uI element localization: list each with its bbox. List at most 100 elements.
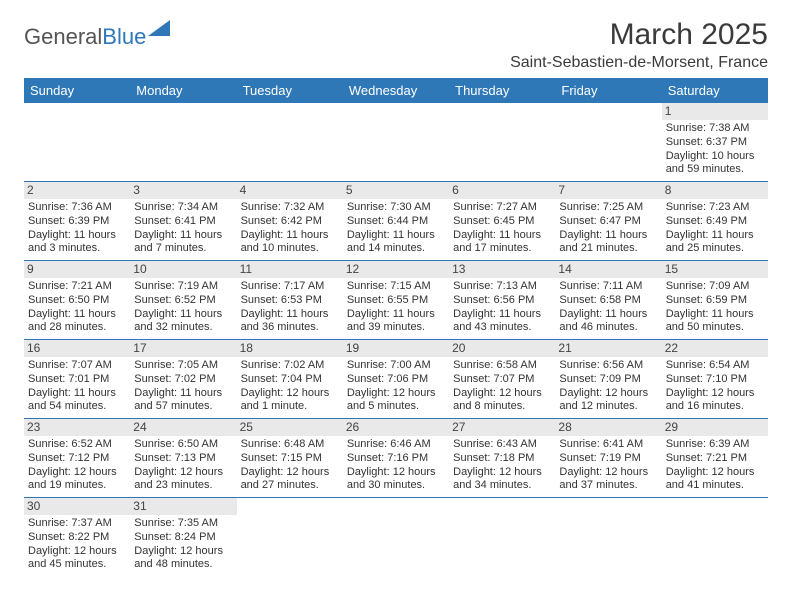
sunset-text: Sunset: 7:21 PM — [666, 452, 764, 466]
sunrise-text: Sunrise: 6:52 AM — [28, 438, 126, 452]
sunset-text: Sunset: 7:01 PM — [28, 373, 126, 387]
calendar-cell — [24, 103, 130, 182]
day-number: 10 — [130, 261, 236, 278]
sunrise-text: Sunrise: 7:15 AM — [347, 280, 445, 294]
calendar-cell: 12Sunrise: 7:15 AMSunset: 6:55 PMDayligh… — [343, 261, 449, 340]
day-number: 23 — [24, 419, 130, 436]
calendar-cell: 20Sunrise: 6:58 AMSunset: 7:07 PMDayligh… — [449, 340, 555, 419]
sunrise-text: Sunrise: 7:34 AM — [134, 201, 232, 215]
sunrise-text: Sunrise: 7:11 AM — [559, 280, 657, 294]
col-sunday: Sunday — [24, 78, 130, 103]
sunset-text: Sunset: 7:06 PM — [347, 373, 445, 387]
calendar-cell — [343, 498, 449, 577]
daylight-text: Daylight: 12 hours and 30 minutes. — [347, 466, 445, 494]
sunset-text: Sunset: 7:12 PM — [28, 452, 126, 466]
daylight-text: Daylight: 12 hours and 19 minutes. — [28, 466, 126, 494]
sunrise-text: Sunrise: 7:09 AM — [666, 280, 764, 294]
daylight-text: Daylight: 11 hours and 28 minutes. — [28, 308, 126, 336]
logo: GeneralBlue — [24, 24, 170, 50]
day-number: 26 — [343, 419, 449, 436]
day-number: 14 — [555, 261, 661, 278]
sunset-text: Sunset: 7:15 PM — [241, 452, 339, 466]
logo-text-blue: Blue — [102, 24, 146, 50]
col-thursday: Thursday — [449, 78, 555, 103]
day-number: 3 — [130, 182, 236, 199]
col-saturday: Saturday — [662, 78, 768, 103]
calendar-cell: 30Sunrise: 7:37 AMSunset: 8:22 PMDayligh… — [24, 498, 130, 577]
calendar-cell: 3Sunrise: 7:34 AMSunset: 6:41 PMDaylight… — [130, 182, 236, 261]
daylight-text: Daylight: 12 hours and 12 minutes. — [559, 387, 657, 415]
daylight-text: Daylight: 11 hours and 7 minutes. — [134, 229, 232, 257]
calendar-row: 9Sunrise: 7:21 AMSunset: 6:50 PMDaylight… — [24, 261, 768, 340]
calendar-cell: 29Sunrise: 6:39 AMSunset: 7:21 PMDayligh… — [662, 419, 768, 498]
sunset-text: Sunset: 6:49 PM — [666, 215, 764, 229]
daylight-text: Daylight: 12 hours and 37 minutes. — [559, 466, 657, 494]
sunrise-text: Sunrise: 7:17 AM — [241, 280, 339, 294]
calendar-cell: 25Sunrise: 6:48 AMSunset: 7:15 PMDayligh… — [237, 419, 343, 498]
logo-text-general: General — [24, 24, 102, 50]
daylight-text: Daylight: 11 hours and 57 minutes. — [134, 387, 232, 415]
header: GeneralBlue March 2025 Saint-Sebastien-d… — [24, 18, 768, 72]
daylight-text: Daylight: 12 hours and 48 minutes. — [134, 545, 232, 573]
sunrise-text: Sunrise: 6:56 AM — [559, 359, 657, 373]
daylight-text: Daylight: 11 hours and 3 minutes. — [28, 229, 126, 257]
sunset-text: Sunset: 6:39 PM — [28, 215, 126, 229]
sunset-text: Sunset: 6:37 PM — [666, 136, 764, 150]
sunset-text: Sunset: 7:19 PM — [559, 452, 657, 466]
daylight-text: Daylight: 11 hours and 39 minutes. — [347, 308, 445, 336]
sunrise-text: Sunrise: 6:41 AM — [559, 438, 657, 452]
sunset-text: Sunset: 6:59 PM — [666, 294, 764, 308]
daylight-text: Daylight: 12 hours and 45 minutes. — [28, 545, 126, 573]
calendar-cell — [555, 498, 661, 577]
calendar-cell: 21Sunrise: 6:56 AMSunset: 7:09 PMDayligh… — [555, 340, 661, 419]
daylight-text: Daylight: 11 hours and 10 minutes. — [241, 229, 339, 257]
col-tuesday: Tuesday — [237, 78, 343, 103]
day-number: 6 — [449, 182, 555, 199]
calendar-row: 30Sunrise: 7:37 AMSunset: 8:22 PMDayligh… — [24, 498, 768, 577]
calendar-cell: 18Sunrise: 7:02 AMSunset: 7:04 PMDayligh… — [237, 340, 343, 419]
sunrise-text: Sunrise: 7:13 AM — [453, 280, 551, 294]
calendar-cell: 11Sunrise: 7:17 AMSunset: 6:53 PMDayligh… — [237, 261, 343, 340]
calendar-cell — [237, 103, 343, 182]
day-number: 8 — [662, 182, 768, 199]
sunset-text: Sunset: 7:13 PM — [134, 452, 232, 466]
calendar-row: 1Sunrise: 7:38 AMSunset: 6:37 PMDaylight… — [24, 103, 768, 182]
calendar-row: 16Sunrise: 7:07 AMSunset: 7:01 PMDayligh… — [24, 340, 768, 419]
calendar-body: 1Sunrise: 7:38 AMSunset: 6:37 PMDaylight… — [24, 103, 768, 576]
sunrise-text: Sunrise: 7:30 AM — [347, 201, 445, 215]
day-number: 13 — [449, 261, 555, 278]
calendar-cell: 13Sunrise: 7:13 AMSunset: 6:56 PMDayligh… — [449, 261, 555, 340]
sunset-text: Sunset: 7:16 PM — [347, 452, 445, 466]
calendar-cell: 4Sunrise: 7:32 AMSunset: 6:42 PMDaylight… — [237, 182, 343, 261]
day-number: 9 — [24, 261, 130, 278]
daylight-text: Daylight: 12 hours and 34 minutes. — [453, 466, 551, 494]
sunrise-text: Sunrise: 7:23 AM — [666, 201, 764, 215]
calendar-cell: 7Sunrise: 7:25 AMSunset: 6:47 PMDaylight… — [555, 182, 661, 261]
sunset-text: Sunset: 6:42 PM — [241, 215, 339, 229]
daylight-text: Daylight: 11 hours and 25 minutes. — [666, 229, 764, 257]
sunrise-text: Sunrise: 7:25 AM — [559, 201, 657, 215]
sunset-text: Sunset: 6:53 PM — [241, 294, 339, 308]
calendar-cell: 19Sunrise: 7:00 AMSunset: 7:06 PMDayligh… — [343, 340, 449, 419]
calendar-cell: 6Sunrise: 7:27 AMSunset: 6:45 PMDaylight… — [449, 182, 555, 261]
sunset-text: Sunset: 7:09 PM — [559, 373, 657, 387]
daylight-text: Daylight: 12 hours and 41 minutes. — [666, 466, 764, 494]
day-number: 16 — [24, 340, 130, 357]
sunset-text: Sunset: 7:04 PM — [241, 373, 339, 387]
sunset-text: Sunset: 6:44 PM — [347, 215, 445, 229]
calendar-cell — [555, 103, 661, 182]
daylight-text: Daylight: 12 hours and 5 minutes. — [347, 387, 445, 415]
sunset-text: Sunset: 7:10 PM — [666, 373, 764, 387]
day-number: 15 — [662, 261, 768, 278]
calendar-cell: 27Sunrise: 6:43 AMSunset: 7:18 PMDayligh… — [449, 419, 555, 498]
sunset-text: Sunset: 8:24 PM — [134, 531, 232, 545]
daylight-text: Daylight: 12 hours and 1 minute. — [241, 387, 339, 415]
day-header-row: Sunday Monday Tuesday Wednesday Thursday… — [24, 78, 768, 103]
sunset-text: Sunset: 6:58 PM — [559, 294, 657, 308]
sunset-text: Sunset: 6:52 PM — [134, 294, 232, 308]
daylight-text: Daylight: 11 hours and 54 minutes. — [28, 387, 126, 415]
col-wednesday: Wednesday — [343, 78, 449, 103]
calendar-cell: 26Sunrise: 6:46 AMSunset: 7:16 PMDayligh… — [343, 419, 449, 498]
calendar-cell: 17Sunrise: 7:05 AMSunset: 7:02 PMDayligh… — [130, 340, 236, 419]
sunrise-text: Sunrise: 7:38 AM — [666, 122, 764, 136]
